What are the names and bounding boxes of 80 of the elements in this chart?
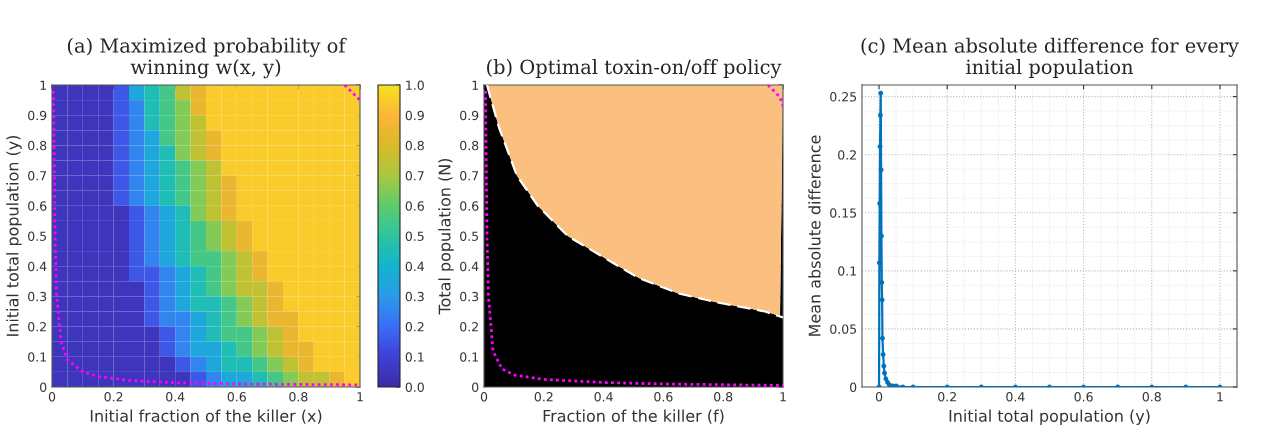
x-tick-label: 0.4 [166,392,185,402]
y-tick-label: 0.6 [460,201,479,211]
x-tick-label: 0.6 [654,392,673,402]
color-bar-label: 1.0 [406,80,424,90]
x-tick-label: 0.2 [938,392,956,402]
y-tick-label: 0.1 [460,352,478,362]
x-axis-title: Initial fraction of the killer (x) [90,409,322,424]
color-bar-label: 0.7 [405,171,424,181]
x-tick-label: 0 [875,392,883,402]
x-tick-label: 0.4 [1006,392,1025,402]
x-tick-label: 1 [780,392,786,402]
color-bar-label: 0.9 [405,110,424,121]
point [878,167,884,173]
x-tick-label: 0.2 [534,392,553,402]
point [879,280,885,285]
color-bar-label: 0.3 [405,291,424,302]
y-tick-label: 0.1 [28,352,46,362]
color-bar-label: 0.6 [405,201,424,211]
x-tick-label: 0.8 [289,392,308,402]
point [880,335,885,341]
y-tick-label: 0.1 [838,266,856,276]
x-tick-label: 0.8 [1142,392,1161,402]
point [878,90,884,96]
y-tick-label: 0.3 [28,291,47,302]
y-tick-label: 0.6 [28,201,47,211]
x-axis-title: Initial total population (y) [949,409,1150,425]
color-bar-label: 0.0 [405,382,424,392]
point [877,112,883,118]
x-tick-label: 0.8 [714,392,733,402]
y-tick-label: 0.25 [830,92,857,102]
y-tick-label: 1 [40,80,46,90]
y-tick-label: 0 [850,382,857,392]
x-tick-label: 0.4 [594,392,613,402]
color-bar-label: 0.1 [405,352,424,362]
point [877,144,883,149]
y-axis-title: Total population (N) [438,158,454,315]
y-tick-label: 1 [472,80,478,90]
y-tick-label: 0 [40,382,47,392]
y-tick-label: 0.2 [838,150,856,160]
point [877,201,883,206]
y-tick-label: 0.3 [460,291,479,302]
y-tick-label: 0.15 [830,208,857,218]
x-tick-label: 0 [48,392,56,402]
y-tick-label: 0.5 [460,231,479,241]
point [893,383,899,387]
point [876,260,882,266]
x-tick-label: 1 [357,392,363,402]
point [879,297,885,303]
y-tick-label: 0.4 [28,261,47,272]
x-tick-label: 0.2 [104,392,123,402]
y-tick-label: 0.2 [460,322,478,332]
y-tick-label: 0.8 [460,140,479,151]
y-tick-label: 0.7 [28,171,47,181]
y-tick-label: 0.7 [460,171,479,181]
x-tick-label: 0.6 [1074,392,1093,402]
y-tick-label: 0.4 [460,261,479,272]
color-bar-label: 0.8 [405,140,424,151]
y-tick-label: 0.5 [28,231,47,241]
y-tick-label: 0.9 [460,110,479,121]
point [880,352,886,357]
y-tick-label: 0.2 [28,322,46,332]
point [890,383,896,387]
color-bar-label: 0.4 [405,261,425,272]
y-tick-label: 0 [472,382,479,392]
x-tick-label: 0 [480,392,488,402]
y-tick-label: 0.8 [28,140,47,151]
point [881,363,887,369]
x-tick-label: 1 [1217,392,1223,402]
color-bar-label: 0.2 [405,322,424,332]
y-tick-label: 0.05 [830,324,857,334]
chart-title: (b) Optimal toxin-on/off policy [487,59,782,79]
point [882,370,887,376]
y-tick-label: 0.9 [28,110,47,121]
color-bar-label: 0.5 [405,231,424,241]
y-axis-title: Mean absolute difference [808,135,821,336]
chart-title: (c) Mean absolute difference for every initial population [861,37,1239,78]
x-axis-title: Fraction of the killer (f) [543,409,724,424]
x-tick-label: 0.6 [227,392,246,402]
chart-title: (a) Maximized probability of winning w(x, y) [67,37,347,79]
y-axis-title: Initial total population (y) [6,135,22,336]
